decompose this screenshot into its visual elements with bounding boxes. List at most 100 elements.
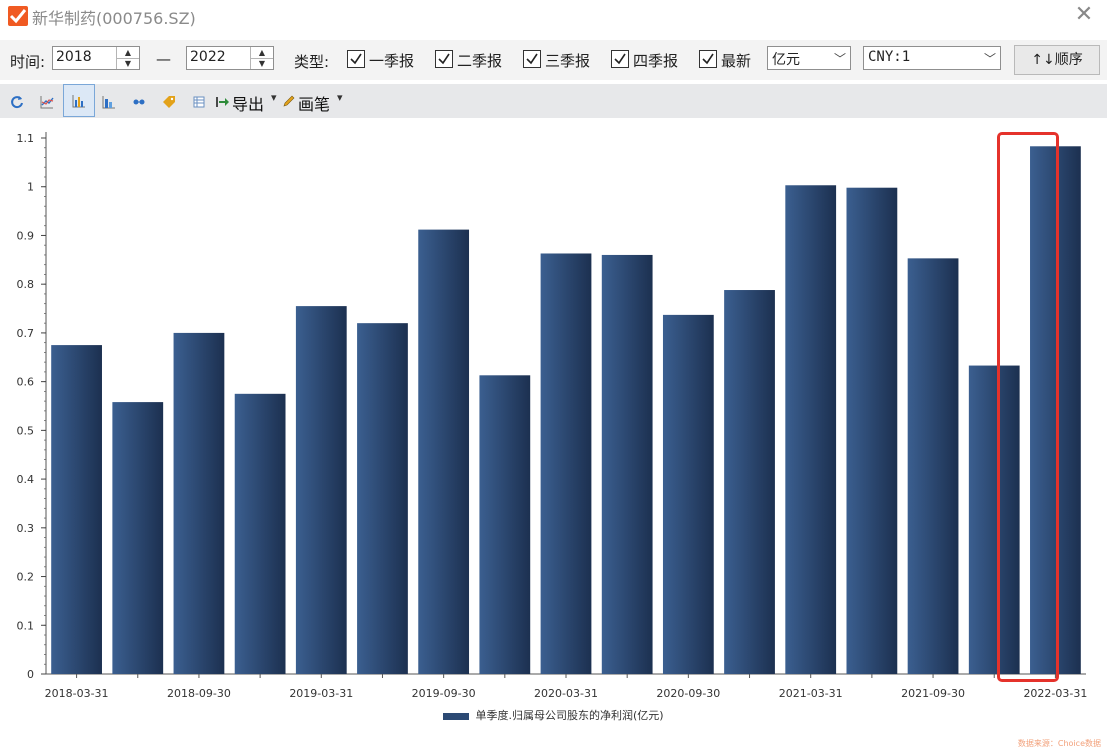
bar[interactable] bbox=[968, 365, 1020, 674]
y-tick-label: 0 bbox=[27, 668, 34, 681]
stacked-bar-button[interactable] bbox=[96, 89, 122, 113]
start-year-value: 2018 bbox=[56, 49, 92, 65]
bar[interactable] bbox=[724, 290, 775, 674]
title-bar: 新华制药(000756.SZ) ✕ bbox=[0, 0, 1107, 32]
range-dash: — bbox=[156, 50, 171, 68]
bar[interactable] bbox=[601, 254, 653, 675]
x-tick-label: 2018-09-30 bbox=[167, 687, 231, 700]
scatter-icon bbox=[133, 99, 145, 105]
checkbox-box[interactable] bbox=[435, 50, 453, 68]
checkbox-q4[interactable]: 四季报 bbox=[611, 49, 691, 70]
checkbox-q1[interactable]: 一季报 bbox=[347, 49, 427, 70]
spin-up-icon[interactable]: ▲ bbox=[117, 47, 139, 59]
y-tick-label: 0.1 bbox=[17, 619, 35, 632]
y-tick-label: 0.9 bbox=[17, 229, 35, 242]
export-arrow-icon bbox=[216, 94, 230, 113]
y-tick-label: 1 bbox=[27, 181, 34, 194]
stacked-bar-icon bbox=[102, 96, 115, 109]
chart-toolbar: 导出 ▾ 画笔 ▾ bbox=[0, 84, 1107, 119]
bar-chart-button[interactable] bbox=[63, 84, 95, 117]
start-year-arrows[interactable]: ▲ ▼ bbox=[116, 47, 139, 69]
bar[interactable] bbox=[418, 229, 470, 674]
data-source-watermark: 数据来源：Choice数据 bbox=[1017, 739, 1101, 748]
table-icon bbox=[193, 96, 205, 108]
bar[interactable] bbox=[479, 375, 531, 674]
export-menu[interactable]: 导出 bbox=[232, 95, 265, 114]
x-tick-label: 2022-03-31 bbox=[1023, 687, 1087, 700]
checkbox-latest[interactable]: 最新 bbox=[699, 49, 759, 70]
checkbox-box[interactable] bbox=[523, 50, 541, 68]
export-dropdown-icon[interactable]: ▾ bbox=[271, 91, 277, 104]
y-tick-label: 0.8 bbox=[17, 278, 35, 291]
pen-icon bbox=[282, 93, 296, 112]
table-button[interactable] bbox=[186, 89, 212, 113]
pen-menu[interactable]: 画笔 bbox=[298, 95, 331, 114]
unit-select[interactable]: 亿元 ﹀ bbox=[767, 46, 851, 70]
tag-icon bbox=[163, 96, 175, 108]
refresh-icon bbox=[11, 96, 23, 109]
bar[interactable] bbox=[234, 393, 286, 674]
y-tick-label: 0.7 bbox=[17, 327, 35, 340]
bar[interactable] bbox=[785, 185, 837, 675]
line-chart-icon bbox=[40, 96, 54, 109]
currency-select-value: CNY:1 bbox=[868, 49, 911, 65]
y-tick-label: 1.1 bbox=[17, 132, 35, 145]
checkbox-box[interactable] bbox=[611, 50, 629, 68]
bar[interactable] bbox=[846, 187, 898, 674]
y-tick-label: 0.2 bbox=[17, 571, 35, 584]
bar[interactable] bbox=[295, 306, 347, 674]
currency-select[interactable]: CNY:1 ﹀ bbox=[863, 46, 1001, 70]
checkbox-q2[interactable]: 二季报 bbox=[435, 49, 515, 70]
checkbox-box[interactable] bbox=[347, 50, 365, 68]
chevron-down-icon[interactable]: ﹀ bbox=[833, 52, 846, 66]
bar[interactable] bbox=[112, 402, 164, 674]
spin-down-icon[interactable]: ▼ bbox=[124, 59, 132, 68]
x-tick-label: 2020-09-30 bbox=[656, 687, 720, 700]
close-icon[interactable]: ✕ bbox=[1074, 2, 1094, 27]
app-logo-icon bbox=[8, 6, 28, 26]
highlight-box bbox=[997, 132, 1059, 682]
checkbox-label: 最新 bbox=[721, 52, 752, 70]
unit-select-value: 亿元 bbox=[772, 52, 800, 68]
end-year-arrows[interactable]: ▲ ▼ bbox=[250, 47, 273, 69]
pen-dropdown-icon[interactable]: ▾ bbox=[337, 91, 343, 104]
filter-bar: 时间: 2018 ▲ ▼ — 2022 ▲ ▼ 类型: 一季报 二季报 三季报 … bbox=[0, 40, 1107, 80]
bar[interactable] bbox=[1030, 146, 1081, 674]
bar[interactable] bbox=[173, 332, 225, 674]
type-label: 类型: bbox=[294, 53, 330, 71]
y-tick-label: 0.3 bbox=[17, 522, 35, 535]
legend-swatch bbox=[443, 712, 470, 720]
spin-up-icon[interactable]: ▲ bbox=[251, 47, 273, 59]
x-tick-label: 2018-03-31 bbox=[45, 687, 109, 700]
x-tick-label: 2019-03-31 bbox=[289, 687, 353, 700]
x-tick-label: 2020-03-31 bbox=[534, 687, 598, 700]
start-year-spinner[interactable]: 2018 ▲ ▼ bbox=[52, 46, 140, 70]
x-tick-label: 2021-09-30 bbox=[901, 687, 965, 700]
bar-chart: 0 0.1 0.2 0.3 0.4 0.5 0.6 0.7 0.8 0.9 1 1.1 2018-03… bbox=[17, 132, 1087, 700]
x-tick-label: 2019-09-30 bbox=[412, 687, 476, 700]
end-year-spinner[interactable]: 2022 ▲ ▼ bbox=[186, 46, 274, 70]
end-year-value: 2022 bbox=[190, 49, 226, 65]
bar[interactable] bbox=[540, 253, 592, 674]
tag-button[interactable] bbox=[156, 89, 182, 113]
spin-down-icon[interactable]: ▼ bbox=[258, 59, 266, 68]
checkbox-label: 三季报 bbox=[545, 52, 591, 70]
chart-legend: 单季度.归属母公司股东的净利润(亿元) bbox=[0, 707, 1107, 723]
refresh-button[interactable] bbox=[4, 89, 30, 113]
checkbox-q3[interactable]: 三季报 bbox=[523, 49, 603, 70]
bar[interactable] bbox=[907, 258, 959, 674]
bar[interactable] bbox=[662, 314, 714, 674]
chart-area: 0 0.1 0.2 0.3 0.4 0.5 0.6 0.7 0.8 0.9 1 1.1 2018-03… bbox=[0, 118, 1107, 754]
bar-chart-icon bbox=[72, 95, 85, 108]
scatter-button[interactable] bbox=[126, 89, 152, 113]
checkbox-label: 二季报 bbox=[457, 52, 503, 70]
y-tick-label: 0.6 bbox=[17, 376, 35, 389]
line-chart-button[interactable] bbox=[34, 89, 60, 113]
chevron-down-icon[interactable]: ﹀ bbox=[983, 52, 996, 66]
bar[interactable] bbox=[357, 323, 408, 674]
checkbox-box[interactable] bbox=[699, 50, 717, 68]
sort-order-button[interactable]: ↑↓顺序 bbox=[1014, 45, 1100, 75]
checkbox-label: 一季报 bbox=[369, 52, 415, 70]
time-label: 时间: bbox=[10, 53, 46, 71]
bar[interactable] bbox=[51, 345, 102, 674]
